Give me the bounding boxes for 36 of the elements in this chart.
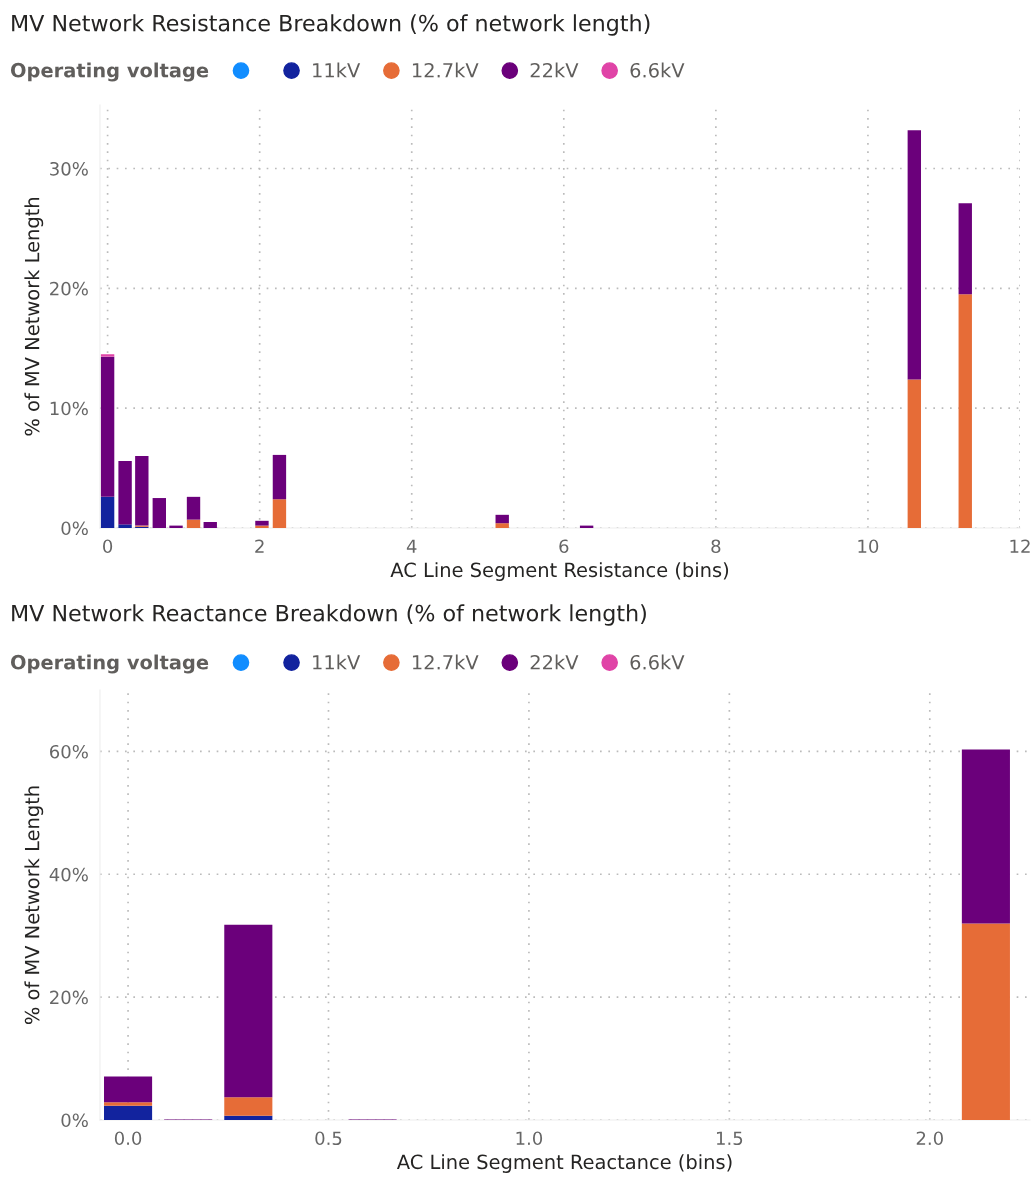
x-axis-title: AC Line Segment Resistance (bins): [390, 562, 729, 581]
chart-title: MV Network Resistance Breakdown (% of network length): [12, 14, 650, 36]
x-axis-title: AC Line Segment Reactance (bins): [396, 1154, 732, 1173]
legend-label: 22kV: [530, 654, 579, 670]
chart-title: MV Network Reactance Breakdown (% of network length): [12, 604, 646, 626]
y-tick-label: 10%: [50, 401, 88, 416]
legend-label: 6.6kV: [630, 62, 685, 78]
legend-label: 11kV: [313, 62, 361, 78]
y-tick-label: 20%: [50, 990, 88, 1005]
y-tick-label: 30%: [50, 161, 88, 176]
x-tick-label: 0.5: [315, 1131, 342, 1146]
y-tick-label: 0%: [61, 521, 88, 536]
x-tick-label: 12: [1010, 539, 1030, 553]
x-tick-label: 0: [103, 539, 113, 554]
legend-title: Operating voltage: [10, 654, 209, 674]
x-tick-label: 2.0: [916, 1131, 943, 1146]
legend-label: 11kV: [313, 654, 361, 670]
legend-title: Operating voltage: [10, 62, 209, 82]
x-tick-label: 0.0: [114, 1131, 142, 1146]
legend-label: 22kV: [530, 62, 579, 78]
legend-label: 6.6kV: [630, 654, 685, 670]
x-tick-label: 1.0: [516, 1131, 543, 1146]
x-tick-label: 6: [559, 539, 569, 554]
y-axis-title: % of MV Network Length: [24, 786, 44, 1025]
y-tick-label: 20%: [50, 281, 88, 296]
legend-label: 12.7kV: [412, 654, 479, 670]
x-tick-label: 10: [858, 539, 879, 554]
y-tick-label: 0%: [61, 1113, 88, 1128]
y-tick-label: 60%: [50, 744, 88, 759]
x-tick-label: 4: [406, 539, 417, 553]
x-tick-label: 8: [711, 539, 721, 554]
y-tick-label: 40%: [49, 867, 88, 882]
legend-label: 12.7kV: [412, 62, 479, 78]
y-axis-title: % of MV Network Length: [24, 198, 44, 436]
x-tick-label: 2: [255, 539, 264, 553]
x-tick-label: 1.5: [716, 1131, 743, 1146]
